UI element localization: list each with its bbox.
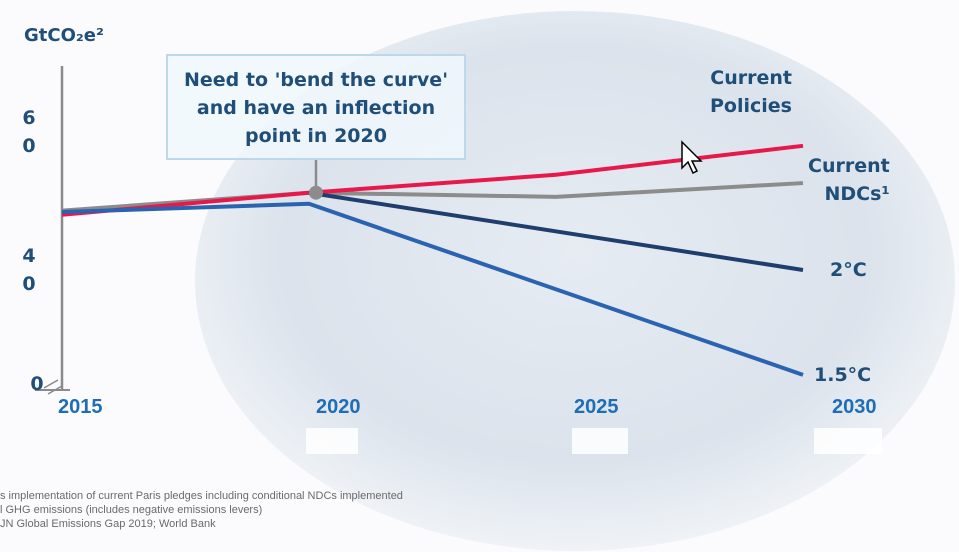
annotation-callout: Need to 'bend the curve' and have an inf… (166, 54, 466, 160)
axis-break-mark (43, 379, 63, 395)
annotation-line: Need to 'bend the curve' (183, 69, 449, 91)
series-label: Current NDCs¹ (808, 155, 890, 205)
x-tick-label: 2030 (832, 396, 877, 418)
series-line-1 (61, 143, 804, 217)
series-label: 2°C (830, 259, 867, 281)
x-tick-label: 2025 (574, 396, 619, 418)
x-tick-label: 2015 (58, 396, 103, 418)
footnotes: s implementation of current Paris pledge… (0, 489, 403, 531)
x-tick-label: 2020 (316, 396, 361, 418)
y-axis-label: GtCO₂e² (24, 25, 104, 46)
annotation-line: point in 2020 (245, 125, 387, 147)
footnote: l GHG emissions (includes negative emiss… (0, 504, 263, 516)
annotation-line: and have an inflection (196, 97, 436, 119)
series-label: 1.5°C (814, 364, 872, 386)
series-line-0 (61, 181, 804, 213)
footnote: s implementation of current Paris pledge… (0, 490, 403, 502)
footnote: JN Global Emissions Gap 2019; World Bank (0, 518, 216, 530)
series-line-3 (61, 201, 804, 377)
mouse-cursor-icon (681, 140, 703, 175)
inflection-point-marker (309, 185, 323, 200)
series-label: Current Policies (710, 67, 792, 117)
y-tick-label: 0 (30, 373, 44, 395)
series-line-2 (308, 190, 804, 272)
